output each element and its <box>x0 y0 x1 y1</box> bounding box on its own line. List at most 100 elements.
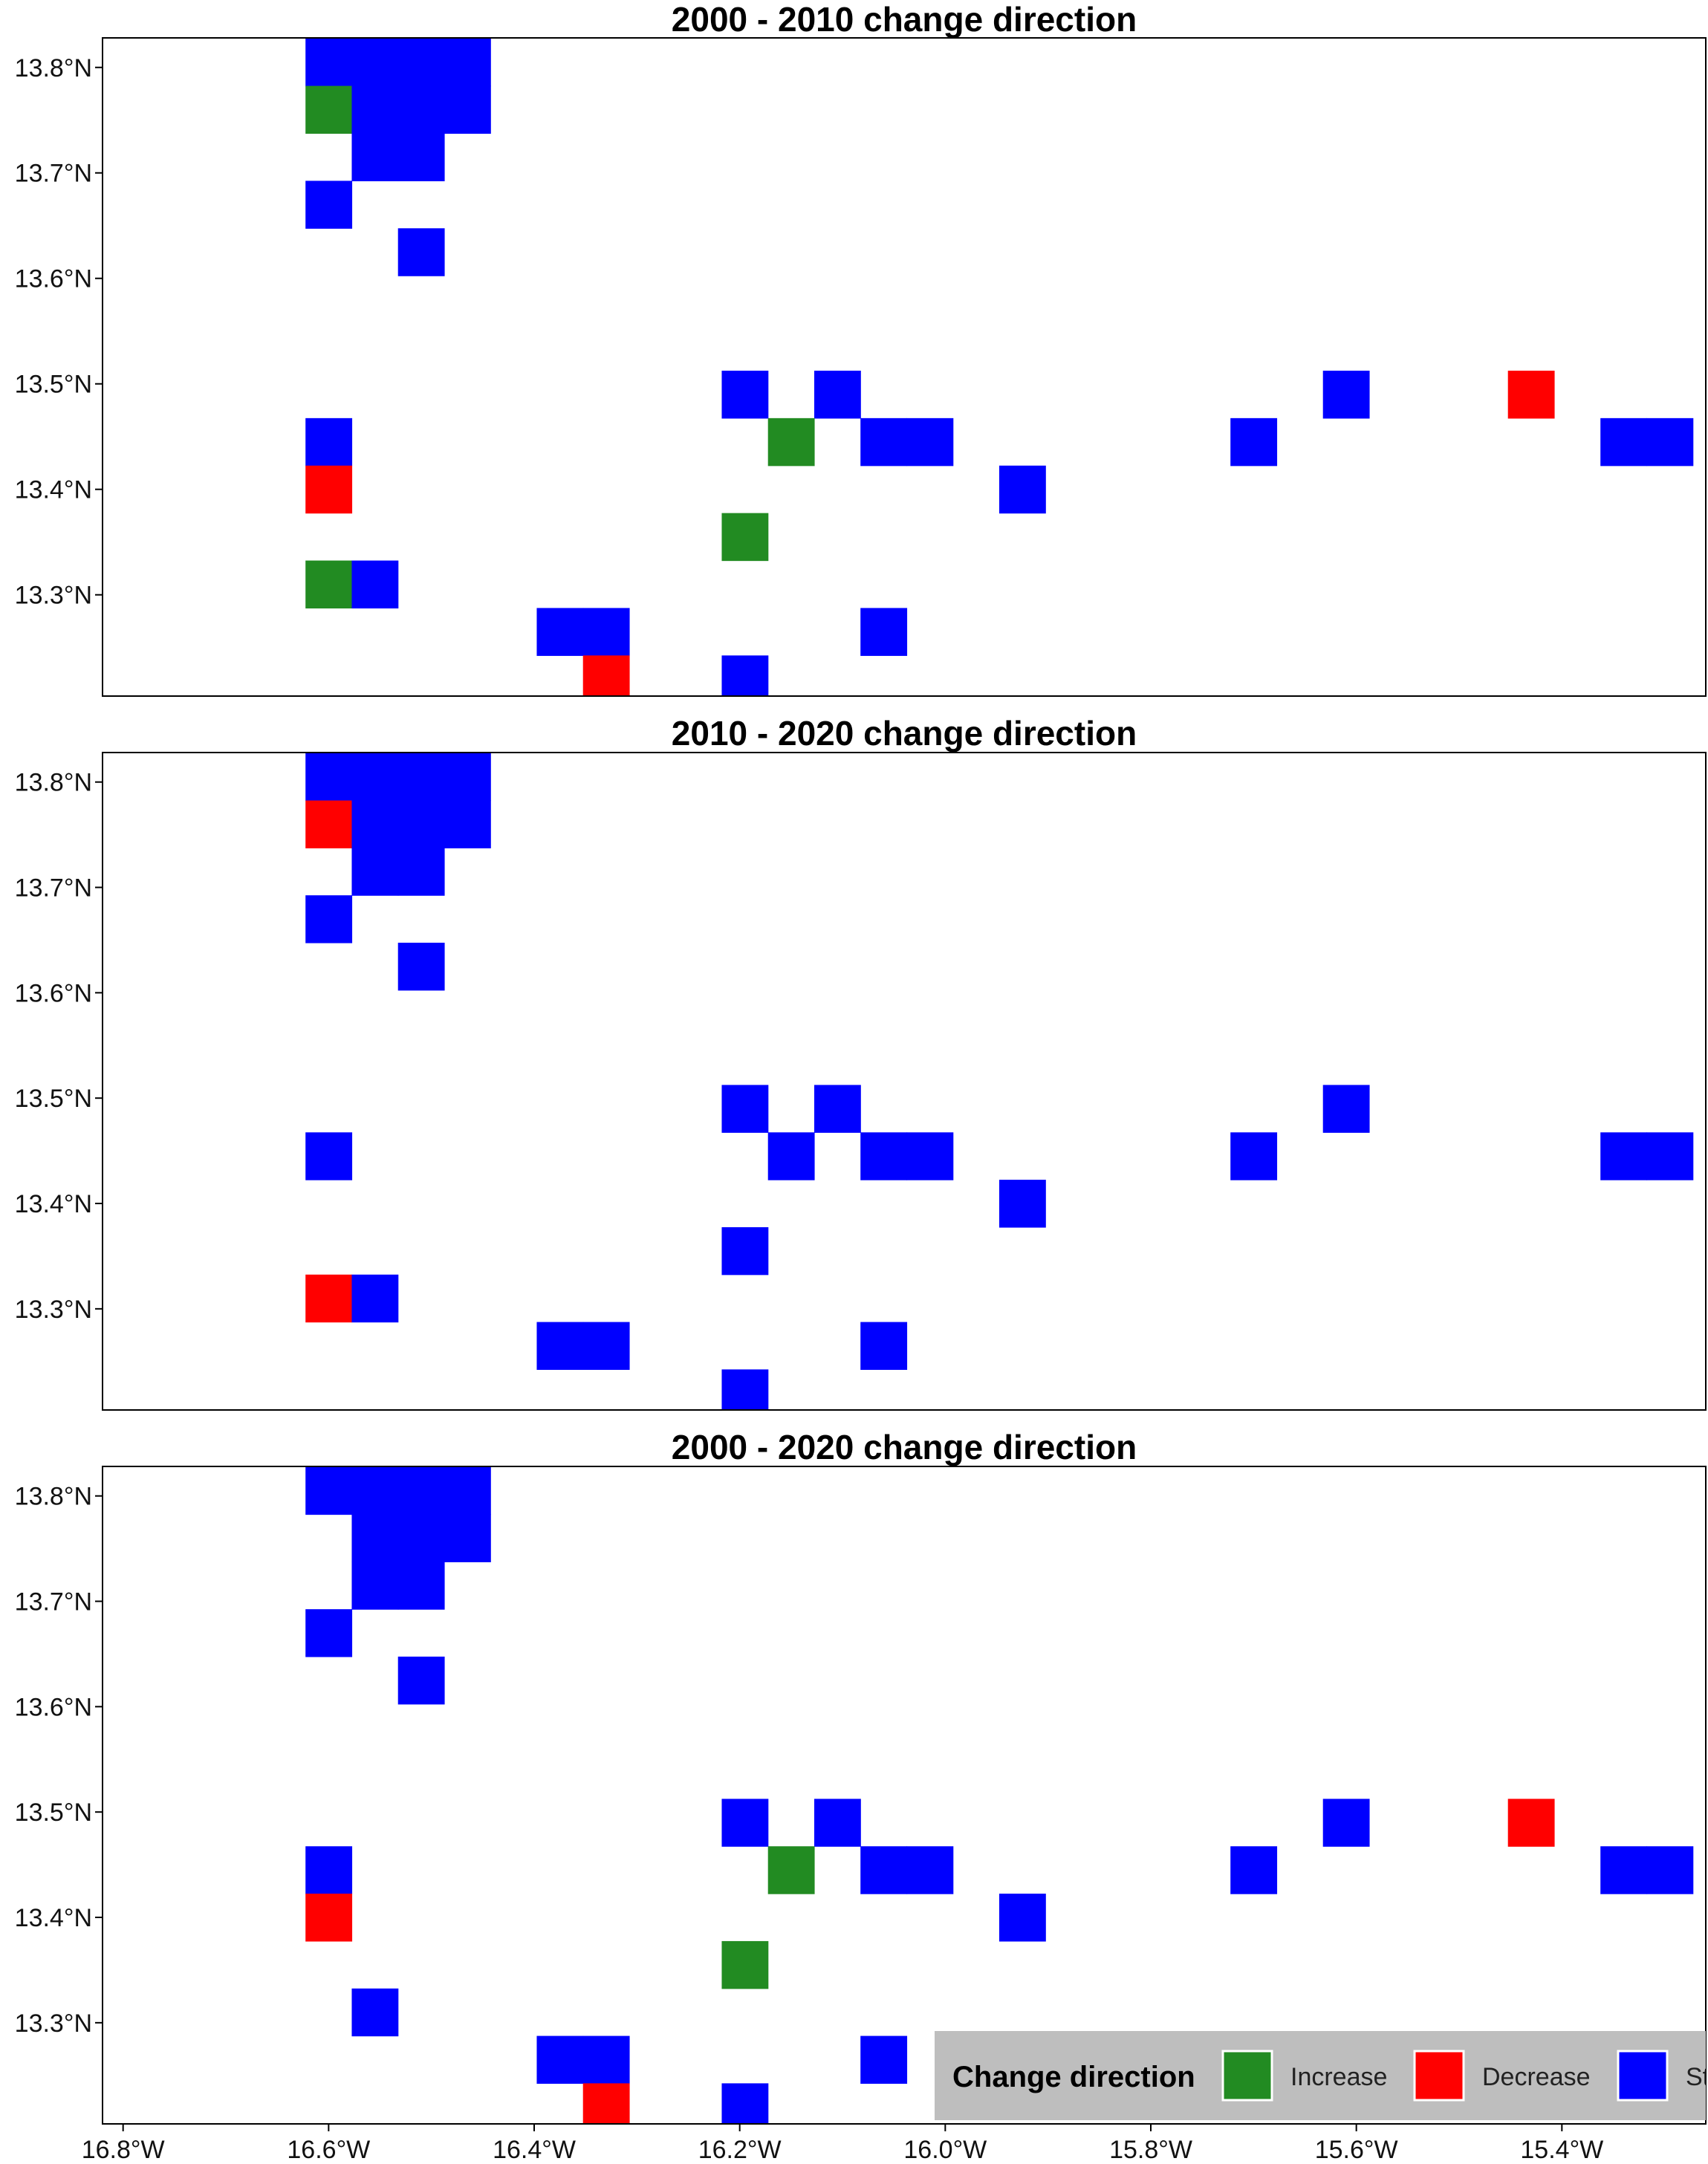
cell-stable <box>860 2035 908 2084</box>
panel-title: 2010 - 2020 change direction <box>672 714 1137 753</box>
panel-title: 2000 - 2010 change direction <box>672 0 1137 39</box>
cell-increase <box>767 1846 815 1894</box>
cell-stable <box>444 753 491 802</box>
legend-background <box>935 2031 1706 2120</box>
map-panel-2: 2010 - 2020 change direction 13.3°N 13.4°N… <box>15 714 1707 1411</box>
y-tick-label: 13.3°N <box>15 2009 92 2038</box>
cell-increase <box>305 560 353 609</box>
legend-label-increase: Increase <box>1290 2063 1387 2091</box>
x-tick-label: 15.6°W <box>1315 2136 1398 2164</box>
cell-stable <box>1230 417 1278 467</box>
cell-stable <box>906 417 954 467</box>
legend-key-decrease <box>1413 2050 1465 2102</box>
cell-stable <box>305 38 353 87</box>
x-tick-label: 15.4°W <box>1520 2136 1603 2164</box>
cell-stable <box>305 753 353 802</box>
y-tick-label: 13.7°N <box>15 160 92 188</box>
cell-stable <box>305 1466 353 1515</box>
cell-stable <box>860 1846 908 1894</box>
cell-stable <box>305 1132 353 1180</box>
cell-decrease <box>305 1894 353 1942</box>
cell-increase <box>767 417 815 467</box>
legend-title: Change direction <box>952 2061 1195 2093</box>
cell-stable <box>351 1466 399 1515</box>
y-tick-label: 13.8°N <box>15 769 92 797</box>
panel-frame <box>102 752 1707 1411</box>
y-tick-label: 13.5°N <box>15 1799 92 1827</box>
cell-stable <box>582 1322 630 1370</box>
x-tick-label: 16.8°W <box>82 2136 165 2164</box>
cell-increase <box>305 85 353 134</box>
cell-stable <box>721 370 769 419</box>
cell-stable <box>397 1562 445 1610</box>
cell-stable <box>351 560 399 609</box>
cell-stable <box>444 85 491 134</box>
y-tick-label: 13.7°N <box>15 874 92 903</box>
cell-stable <box>351 753 399 802</box>
y-tick-label: 13.6°N <box>15 979 92 1007</box>
cell-stable <box>860 1322 908 1370</box>
cell-stable <box>397 38 445 87</box>
cell-stable <box>999 1180 1046 1228</box>
panel-frame <box>102 1466 1707 2125</box>
cell-stable <box>1600 1132 1648 1180</box>
cell-decrease <box>305 800 353 848</box>
grid-cells <box>305 1466 1694 2124</box>
cell-stable <box>1600 417 1648 467</box>
y-tick-label: 13.4°N <box>15 476 92 504</box>
y-tick-label: 13.3°N <box>15 1296 92 1324</box>
cell-stable <box>536 608 584 656</box>
grid-cells <box>305 38 1694 696</box>
cell-stable <box>351 1562 399 1610</box>
grid-cells <box>305 753 1694 1410</box>
cell-stable <box>397 133 445 181</box>
cell-increase <box>721 513 769 562</box>
cell-stable <box>397 1466 445 1515</box>
y-tick-label: 13.4°N <box>15 1904 92 1932</box>
cell-stable <box>860 608 908 656</box>
cell-stable <box>397 848 445 896</box>
cell-stable <box>721 1085 769 1133</box>
map-panel-1: 2000 - 2010 change direction 13.3°N 13.4°N… <box>15 0 1707 697</box>
cell-stable <box>397 1657 445 1705</box>
cell-stable <box>397 800 445 848</box>
cell-stable <box>351 800 399 848</box>
cell-stable <box>351 848 399 896</box>
y-tick-label: 13.3°N <box>15 582 92 610</box>
cell-stable <box>767 1132 815 1180</box>
legend-label-stable: St <box>1686 2063 1708 2091</box>
cell-stable <box>721 1799 769 1847</box>
cell-decrease <box>1507 1799 1555 1847</box>
legend: Change direction Increase Decrease St <box>935 2031 1708 2120</box>
cell-stable <box>721 655 769 696</box>
cell-stable <box>721 1369 769 1410</box>
y-tick-label: 13.6°N <box>15 1693 92 1721</box>
cell-decrease <box>582 655 630 696</box>
cell-stable <box>351 85 399 134</box>
cell-stable <box>1322 370 1370 419</box>
cell-stable <box>582 2035 630 2084</box>
cell-stable <box>814 1085 861 1133</box>
y-tick-label: 13.6°N <box>15 265 92 293</box>
cell-stable <box>536 1322 584 1370</box>
y-tick-label: 13.5°N <box>15 371 92 399</box>
cell-stable <box>305 417 353 467</box>
cell-stable <box>305 181 353 229</box>
cell-stable <box>444 1466 491 1515</box>
cell-decrease <box>1507 370 1555 419</box>
cell-stable <box>906 1846 954 1894</box>
cell-stable <box>814 370 861 419</box>
cell-stable <box>1600 1846 1648 1894</box>
cell-stable <box>860 417 908 467</box>
cell-stable <box>444 1514 491 1562</box>
cell-stable <box>305 1609 353 1657</box>
cell-stable <box>397 1514 445 1562</box>
cell-stable <box>351 1274 399 1323</box>
cell-decrease <box>582 2083 630 2124</box>
cell-stable <box>1322 1085 1370 1133</box>
cell-stable <box>721 1226 769 1276</box>
cell-stable <box>1230 1846 1278 1894</box>
cell-stable <box>444 38 491 87</box>
cell-stable <box>351 133 399 181</box>
